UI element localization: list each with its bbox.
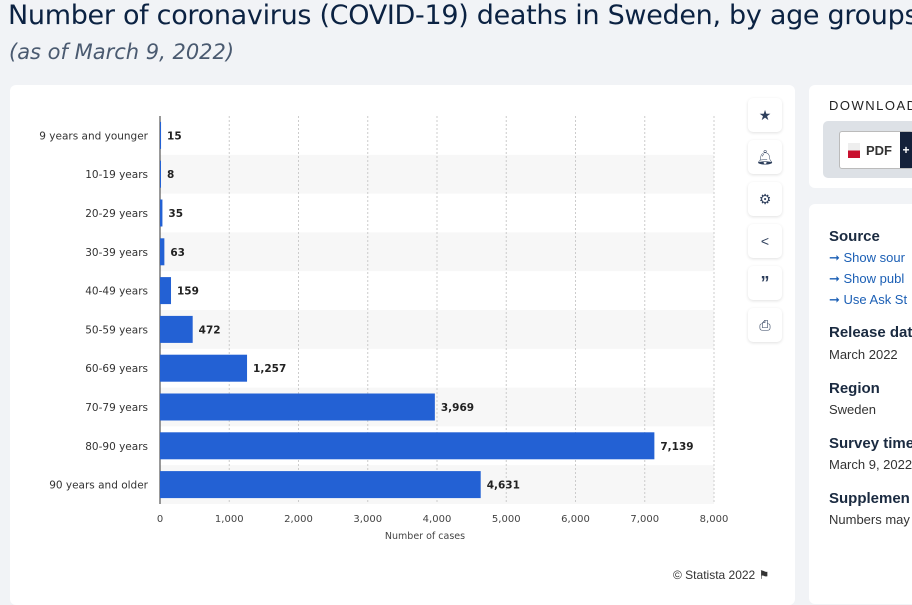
data-label: 159 xyxy=(177,286,199,298)
x-tick-label: 8,000 xyxy=(700,514,729,525)
copyright[interactable]: © Statista 2022 ⚑ xyxy=(673,568,769,582)
data-label: 8 xyxy=(167,169,174,181)
star-icon: ★ xyxy=(758,106,772,123)
copyright-text: © Statista 2022 xyxy=(673,568,756,582)
y-tick-label: 30-39 years xyxy=(85,247,148,259)
pdf-icon xyxy=(848,142,860,158)
page-title: Number of coronavirus (COVID-19) deaths … xyxy=(8,0,912,31)
data-label: 15 xyxy=(167,130,182,142)
supplement-title: Supplemen xyxy=(829,490,910,507)
show-source-link[interactable]: ➞ Show sour xyxy=(829,250,905,265)
quote-icon: ” xyxy=(760,272,770,293)
release-value: March 2022 xyxy=(829,347,898,362)
x-tick-label: 3,000 xyxy=(353,514,382,525)
bar xyxy=(160,160,161,188)
x-axis-label: Number of cases xyxy=(385,531,465,542)
notify-button[interactable]: 🔔︎ xyxy=(748,140,782,174)
x-tick-label: 7,000 xyxy=(630,514,659,525)
bar xyxy=(160,199,163,227)
data-label: 3,969 xyxy=(441,402,474,414)
data-label: 4,631 xyxy=(487,480,520,492)
y-tick-label: 90 years and older xyxy=(49,480,148,492)
y-tick-label: 10-19 years xyxy=(85,169,148,181)
y-tick-label: 60-69 years xyxy=(85,363,148,375)
cite-button[interactable]: ” xyxy=(748,266,782,300)
page-subtitle: (as of March 9, 2022) xyxy=(9,40,235,64)
pdf-label: PDF xyxy=(866,142,892,158)
release-title: Release dat xyxy=(829,324,912,341)
link-text: Show sour xyxy=(843,250,905,265)
bar xyxy=(160,277,172,305)
print-icon: ⎙ xyxy=(759,316,771,333)
flag-icon: ⚑ xyxy=(758,568,770,582)
chart-toolbar: ★ 🔔︎ ⚙ < ” ⎙ xyxy=(748,98,782,350)
bell-icon: 🔔︎ xyxy=(756,148,774,165)
bar xyxy=(160,432,655,460)
x-tick-label: 6,000 xyxy=(561,514,590,525)
y-tick-label: 20-29 years xyxy=(85,208,148,220)
download-title: DOWNLOAD xyxy=(829,98,912,113)
y-tick-label: 40-49 years xyxy=(85,286,148,298)
download-panel: DOWNLOAD PDF + xyxy=(809,85,912,188)
plus-icon[interactable]: + xyxy=(900,132,912,168)
bar xyxy=(160,393,435,421)
settings-button[interactable]: ⚙ xyxy=(748,182,782,216)
x-tick-label: 5,000 xyxy=(492,514,521,525)
print-button[interactable]: ⎙ xyxy=(748,308,782,342)
link-text: Use Ask St xyxy=(843,292,908,307)
show-publisher-link[interactable]: ➞ Show publ xyxy=(829,271,905,286)
share-icon: < xyxy=(760,233,770,249)
y-tick-label: 70-79 years xyxy=(85,402,148,414)
gear-icon: ⚙ xyxy=(758,190,772,207)
y-tick-label: 80-90 years xyxy=(85,441,148,453)
pdf-download-button[interactable]: PDF + xyxy=(839,131,912,169)
share-button[interactable]: < xyxy=(748,224,782,258)
info-panel: Source ➞ Show sour ➞ Show publ ➞ Use Ask… xyxy=(809,204,912,604)
y-tick-label: 50-59 years xyxy=(85,324,148,336)
survey-title: Survey time xyxy=(829,435,912,452)
bar xyxy=(160,471,481,499)
region-value: Sweden xyxy=(829,402,876,417)
bar xyxy=(160,238,165,266)
bar xyxy=(160,315,193,343)
data-label: 35 xyxy=(168,208,183,220)
data-label: 1,257 xyxy=(253,363,286,375)
x-tick-label: 0 xyxy=(157,514,163,525)
data-label: 472 xyxy=(199,324,221,336)
region-title: Region xyxy=(829,380,880,397)
x-tick-label: 1,000 xyxy=(215,514,244,525)
x-tick-label: 4,000 xyxy=(423,514,452,525)
link-text: Show publ xyxy=(843,271,905,286)
survey-value: March 9, 2022 xyxy=(829,457,912,472)
data-label: 63 xyxy=(170,247,185,259)
ask-statista-link[interactable]: ➞ Use Ask St xyxy=(829,292,908,307)
favorite-button[interactable]: ★ xyxy=(748,98,782,132)
bar xyxy=(160,121,162,149)
bar xyxy=(160,354,248,382)
source-title: Source xyxy=(829,228,880,245)
data-label: 7,139 xyxy=(660,441,693,453)
supplement-value: Numbers may xyxy=(829,512,910,527)
x-tick-label: 2,000 xyxy=(284,514,313,525)
y-tick-label: 9 years and younger xyxy=(39,130,148,142)
